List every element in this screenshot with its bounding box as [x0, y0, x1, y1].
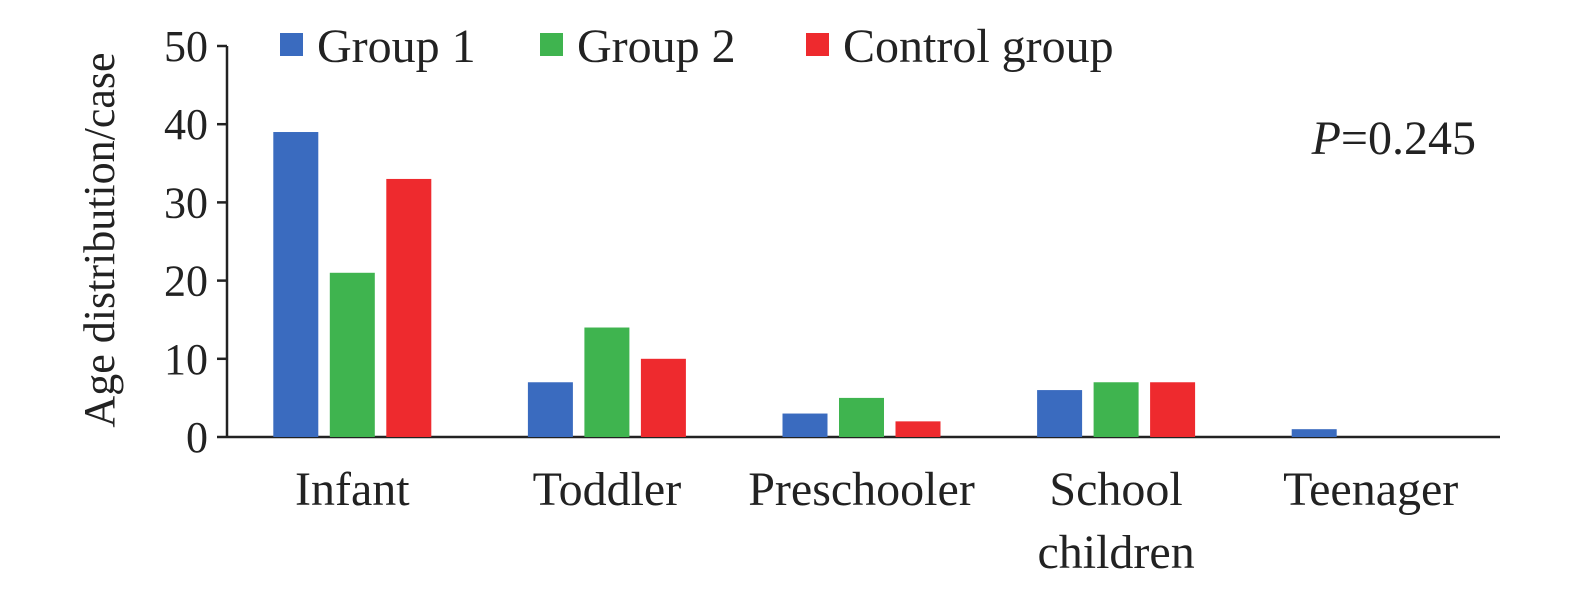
- legend-label: Group 2: [577, 20, 736, 73]
- x-category-label: Preschooler: [748, 463, 975, 516]
- y-tick-labels: 0 10 20 30 40 50: [164, 22, 208, 462]
- y-tick-label: 10: [164, 335, 208, 384]
- bar: [782, 413, 828, 437]
- legend-swatch: [540, 33, 563, 56]
- bar: [329, 272, 375, 437]
- x-category-label: children: [1037, 526, 1194, 579]
- bar: [584, 327, 630, 437]
- legend-swatch: [280, 33, 303, 56]
- x-category-label: School: [1049, 463, 1182, 516]
- legend-label: Group 1: [317, 20, 476, 73]
- y-tick-label: 0: [186, 413, 208, 462]
- legend: Group 1 Group 2 Control group: [280, 20, 1114, 73]
- bar: [273, 132, 319, 437]
- bar: [527, 382, 573, 437]
- bar: [1291, 429, 1337, 437]
- legend-label: Control group: [843, 20, 1114, 73]
- bar: [640, 358, 686, 437]
- bar: [1037, 390, 1083, 437]
- bar: [895, 421, 941, 437]
- y-tick-label: 40: [164, 100, 208, 149]
- bar: [386, 178, 432, 437]
- bar: [1093, 382, 1139, 437]
- x-category-label: Infant: [295, 463, 410, 516]
- p-value-symbol: P: [1311, 112, 1341, 165]
- p-value-annotation: P=0.245: [1311, 112, 1476, 165]
- category-labels: Infant Toddler Preschooler School children Te…: [295, 463, 1458, 579]
- bars: [273, 132, 1337, 437]
- y-tick-label: 50: [164, 22, 208, 71]
- bar: [839, 397, 884, 437]
- y-tick-label: 20: [164, 257, 208, 306]
- x-category-label: Toddler: [533, 463, 682, 516]
- bar: [1150, 382, 1196, 437]
- x-category-label: Teenager: [1283, 463, 1458, 516]
- legend-swatch: [806, 33, 829, 56]
- y-tick-label: 30: [164, 178, 208, 227]
- y-axis-title: Age distribution/case: [75, 52, 124, 427]
- p-value-text: =0.245: [1341, 112, 1476, 165]
